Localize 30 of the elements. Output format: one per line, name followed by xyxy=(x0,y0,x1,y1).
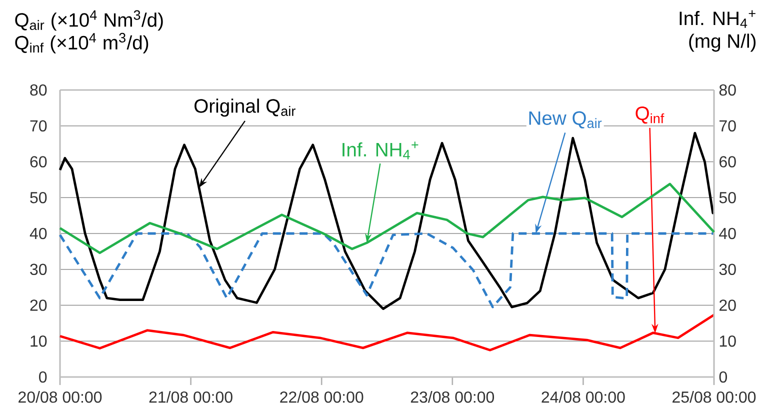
y-tick-label: 0 xyxy=(39,371,47,383)
y-tick-label: 10 xyxy=(30,335,47,347)
y2-tick-label: 20 xyxy=(720,300,736,311)
y2-tick-label: 10 xyxy=(720,335,736,347)
y-tick-label: 50 xyxy=(30,192,47,204)
y-tick-label: 60 xyxy=(30,156,47,168)
x-tick-label: 21/08 00:00 xyxy=(149,391,232,403)
y2-tick-label: 80 xyxy=(719,84,736,96)
y2-tick-label: 60 xyxy=(720,156,736,168)
text: Inf. NH$_{4}$+ (mg N/l) xyxy=(680,10,756,52)
y2-tick-label: 70 xyxy=(720,120,736,132)
text: Q$_{air}$ (×10$^{4}$ Nm$^{3}$/d) Q$_{inf}$ (×10$^{4}$ m$^{3}$/d) xyxy=(15,10,163,54)
annotation: New Q$_{air}$ xyxy=(529,111,602,128)
y2-tick-label: 30 xyxy=(719,264,736,276)
y-tick-label: 30 xyxy=(30,264,47,276)
x-tick-label: 20/08 00:00 xyxy=(18,391,102,403)
y-tick-label: 80 xyxy=(30,84,47,96)
y-tick-label: 40 xyxy=(30,228,47,240)
x-tick-label: 22/08 00:00 xyxy=(280,391,364,403)
x-tick-label: 23/08 00:00 xyxy=(410,391,494,403)
annotation: Inf. NH$_{4}$+ xyxy=(342,142,418,160)
x-tick-label: 24/08 00:00 xyxy=(542,391,625,403)
x-tick-label: 25/08 00:00 xyxy=(672,391,756,403)
y-tick-label: 20 xyxy=(30,300,47,311)
y-tick-label: 70 xyxy=(30,120,47,132)
y2-tick-label: 50 xyxy=(719,192,736,204)
annotation: Q$_{inf}$ xyxy=(636,106,664,124)
y2-tick-label: 0 xyxy=(719,371,727,383)
y2-tick-label: 40 xyxy=(719,228,736,240)
annotation: Original Q$_{air}$ xyxy=(194,98,296,117)
